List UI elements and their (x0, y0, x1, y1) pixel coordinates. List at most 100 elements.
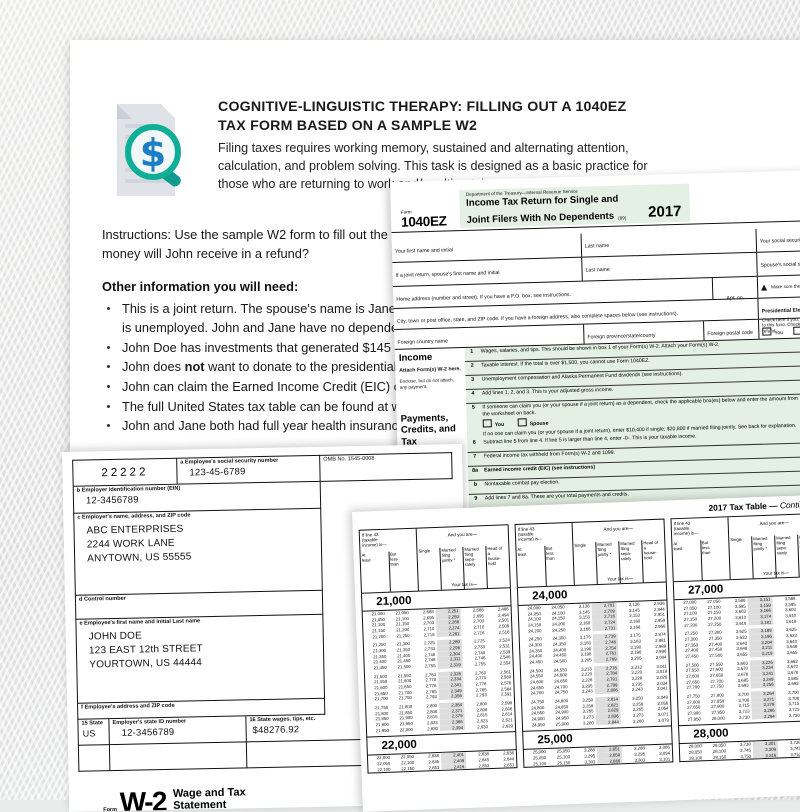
w2-control-code: 22222 (72, 458, 178, 487)
w2-form-title: Wage and Tax Statement (173, 786, 246, 812)
table-cell: 3,618 (723, 620, 748, 627)
table-cell: 3,041 (645, 686, 670, 693)
table-cell: 21,250 (387, 633, 411, 640)
ez-lines: 1 Wages, salaries, and tips. This should… (465, 336, 800, 509)
table-cell: 24,750 (546, 690, 570, 697)
table-cell: 3,205 (618, 655, 643, 662)
w2-state-box[interactable]: 15 State US (77, 719, 110, 746)
table-cell: 2,830 (415, 726, 440, 733)
ez-header: Form 1040EZ Department of the Treasury—I… (390, 174, 800, 233)
table-cell: 27,700 (678, 685, 702, 692)
table-cell: 3,316 (753, 752, 778, 759)
w2-employer-box[interactable]: c Employer's name, address, and ZIP code… (73, 509, 323, 596)
table-cell: 22,000 (391, 727, 415, 734)
band-amount: 27,000 (688, 583, 724, 596)
page-title: COGNITIVE-LINGUISTIC THERAPY: FILLING OU… (218, 98, 648, 136)
w2-state-box-2[interactable] (78, 745, 111, 772)
table-cell: 2,755 (463, 661, 488, 668)
table-cell: 28,000 (703, 715, 727, 722)
table-cell: 3,004 (643, 655, 668, 662)
table-cell: 3,079 (646, 717, 671, 724)
table-cell: 24,250 (543, 627, 567, 634)
table-cell: 2,416 (441, 764, 466, 771)
w2-top-row: 22222 a Employee's social security numbe… (72, 452, 452, 487)
svg-text:$: $ (140, 131, 166, 175)
warning-triangle-icon (761, 284, 767, 290)
table-cell: 2,793 (414, 694, 439, 701)
table-cell: 21,200 (363, 633, 387, 640)
ez-attach-note: Attach Form(s) W-2 here. (399, 366, 461, 374)
table-cell: 2,629 (490, 723, 515, 730)
band-amount: 28,000 (693, 727, 729, 740)
and-you-are-label: And you are— (417, 525, 508, 538)
ez-spouse-last-label: Last name (585, 267, 609, 274)
table-cell: 3,219 (749, 651, 774, 658)
table-cell: 24,700 (522, 690, 546, 697)
pec-spouse-checkbox[interactable] (793, 327, 800, 335)
table-cell: 2,844 (596, 719, 621, 726)
table-cell: 2,769 (593, 656, 618, 663)
table-cell: 27,450 (676, 653, 700, 660)
tax-table-heading-cont: Continued (780, 499, 800, 510)
dependent-spouse-checkbox[interactable] (518, 418, 527, 426)
table-cell: 3,256 (751, 682, 776, 689)
table-cell: 21,950 (367, 727, 391, 734)
table-cell: 3,243 (570, 689, 595, 696)
table-cell: 3,294 (752, 713, 777, 720)
w2-ssn-box[interactable]: a Employee's social security number 123-… (177, 455, 321, 485)
w2-state-id-box[interactable]: Employer's state ID number 12-3456789 (109, 716, 246, 745)
table-cell: 3,693 (726, 683, 751, 690)
table-cell: 3,243 (620, 687, 645, 694)
ez-line-no: 9 (469, 495, 483, 508)
table-cell: 2,394 (440, 725, 465, 732)
band-amount: 25,000 (537, 733, 573, 746)
w2-employee-city: YOURTOWN, US 44444 (77, 654, 323, 671)
table-cell: 3,693 (776, 681, 800, 688)
pec-you-checkbox[interactable] (762, 327, 771, 335)
table-cell: 3,280 (621, 718, 646, 725)
table-cell: 24,500 (545, 658, 569, 665)
ez-title-suffix: (99) (618, 215, 626, 221)
ez-line-no: 1 (465, 348, 479, 361)
table-cell: 2,853 (416, 765, 441, 772)
ez-ssn-warning: Make sure the SSN(s) above are correct. (771, 282, 800, 290)
table-cell: 2,319 (438, 662, 463, 669)
table-cell: 3,168 (617, 624, 642, 631)
table-cell: 2,718 (461, 630, 486, 637)
table-cell: 2,793 (464, 693, 489, 700)
table-cell: 21,450 (365, 665, 389, 672)
document-magnifier-dollar-icon: $ (103, 102, 187, 198)
ez-last-name-label: Last name (585, 243, 609, 250)
ez-spouse-name-label: If a joint return, spouse's first name a… (396, 270, 500, 279)
tax-table-sheet: 2017 Tax Table — Continued If line 43(ta… (352, 495, 800, 812)
dependent-you-checkbox[interactable] (483, 419, 492, 427)
w2-brand: Form W-2 Wage and Tax Statement (103, 786, 246, 812)
table-cell: 25,100 (524, 761, 548, 768)
ez-line-no: 3 (465, 376, 479, 389)
ez-payments-heading: Payments, Credits, and Tax (400, 412, 463, 448)
dep-spouse-label: Spouse (530, 421, 549, 428)
and-you-are-label: And you are— (728, 514, 800, 527)
tax-table-rows: 27,00027,0503,5883,1513,5883,38627,05027… (673, 595, 800, 727)
w2-employee-box[interactable]: e Employee's first name and initial Last… (75, 615, 325, 704)
pec-you-label: You (774, 330, 783, 336)
w2-form-title-l2: Statement (173, 799, 246, 812)
table-cell: 2,806 (595, 688, 620, 695)
w2-state-id-box-2[interactable] (110, 742, 247, 771)
